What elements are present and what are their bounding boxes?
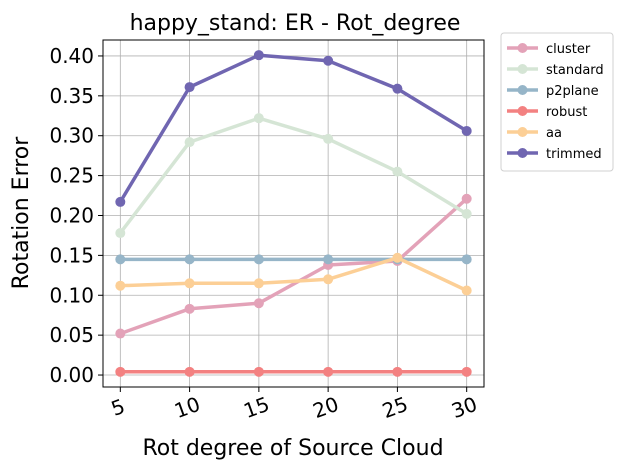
legend-swatch-marker (517, 106, 528, 116)
legend-item-p2plane: p2plane (507, 84, 599, 99)
y-tick-label: 0.15 (49, 243, 94, 267)
data-point-p2plane (115, 254, 126, 265)
data-point-robust (323, 366, 334, 377)
data-point-p2plane (461, 254, 472, 265)
data-point-standard (115, 228, 126, 239)
y-tick-label: 0.35 (49, 84, 94, 108)
series-line-aa (118, 256, 469, 293)
data-point-trimmed (115, 196, 126, 207)
y-tick-label: 0.25 (49, 164, 94, 188)
data-point-robust (253, 366, 264, 377)
legend-label: aa (546, 126, 562, 141)
series-line-trimmed (118, 53, 469, 204)
series-trimmed (115, 50, 472, 207)
y-axis: 0.00 0.05 0.10 0.15 0.20 0.25 0.30 0.35 0.40 (49, 44, 103, 387)
data-point-cluster (184, 303, 195, 314)
legend-swatch-marker (517, 85, 528, 95)
legend-item-trimmed: trimmed (507, 147, 602, 162)
legend-item-standard: standard (507, 63, 604, 78)
legend-item-aa: aa (507, 126, 562, 141)
x-axis-label: Rot degree of Source Cloud (142, 436, 443, 461)
data-point-trimmed (461, 125, 472, 136)
data-point-robust (461, 366, 472, 377)
plot-frame (102, 39, 485, 388)
data-point-p2plane (184, 254, 195, 265)
legend-swatch-marker (517, 148, 528, 158)
x-tick-label: 15 (240, 392, 272, 423)
data-point-trimmed (323, 55, 334, 66)
x-tick-label: 20 (310, 392, 342, 423)
x-tick-label: 30 (448, 392, 480, 423)
data-point-standard (461, 208, 472, 219)
data-point-cluster (115, 328, 126, 339)
data-point-aa (184, 278, 195, 289)
data-point-trimmed (184, 82, 195, 93)
data-point-aa (253, 278, 264, 289)
data-point-aa (323, 274, 334, 285)
legend-label: cluster (546, 42, 591, 57)
legend-label: standard (546, 63, 604, 78)
x-axis: 5 10 15 20 25 30 (108, 387, 480, 423)
series-standard (115, 113, 472, 239)
data-point-p2plane (253, 254, 264, 265)
y-tick-label: 0.05 (49, 323, 94, 347)
legend-swatch-marker (517, 127, 528, 137)
chart-title: happy_stand: ER - Rot_degree (130, 11, 461, 36)
y-tick-label: 0.10 (49, 283, 94, 307)
data-point-trimmed (392, 83, 403, 94)
legend-swatch-marker (517, 43, 528, 53)
data-point-cluster (253, 298, 264, 309)
data-point-cluster (461, 193, 472, 204)
data-point-standard (392, 166, 403, 177)
legend-label: p2plane (546, 84, 599, 99)
data-point-robust (184, 366, 195, 377)
series-layer (115, 50, 472, 377)
legend: cluster standard p2plane robust aa trimmed (500, 32, 614, 172)
series-aa (115, 252, 472, 296)
legend-label: robust (546, 105, 587, 120)
y-tick-label: 0.20 (49, 203, 94, 227)
legend-item-robust: robust (507, 105, 587, 120)
y-axis-label: Rotation Error (9, 136, 34, 290)
series-line-standard (118, 116, 469, 235)
data-point-robust (115, 366, 126, 377)
data-point-standard (323, 133, 334, 144)
x-tick-label: 10 (171, 392, 203, 423)
x-tick-label: 5 (108, 394, 128, 421)
grid-lines (103, 40, 484, 387)
series-robust (115, 366, 472, 377)
y-tick-label: 0.00 (49, 363, 94, 387)
series-p2plane (115, 254, 472, 265)
legend-label: trimmed (546, 147, 602, 162)
data-point-standard (184, 137, 195, 148)
legend-swatch-marker (517, 64, 528, 74)
data-point-trimmed (253, 50, 264, 61)
y-tick-label: 0.30 (49, 124, 94, 148)
data-point-robust (392, 366, 403, 377)
data-point-standard (253, 113, 264, 124)
data-point-p2plane (323, 254, 334, 265)
data-point-aa (461, 285, 472, 296)
y-tick-label: 0.40 (49, 44, 94, 68)
data-point-aa (392, 252, 403, 263)
legend-item-cluster: cluster (507, 42, 591, 57)
x-tick-label: 25 (379, 392, 411, 423)
data-point-aa (115, 280, 126, 291)
series-line-cluster (118, 196, 469, 336)
